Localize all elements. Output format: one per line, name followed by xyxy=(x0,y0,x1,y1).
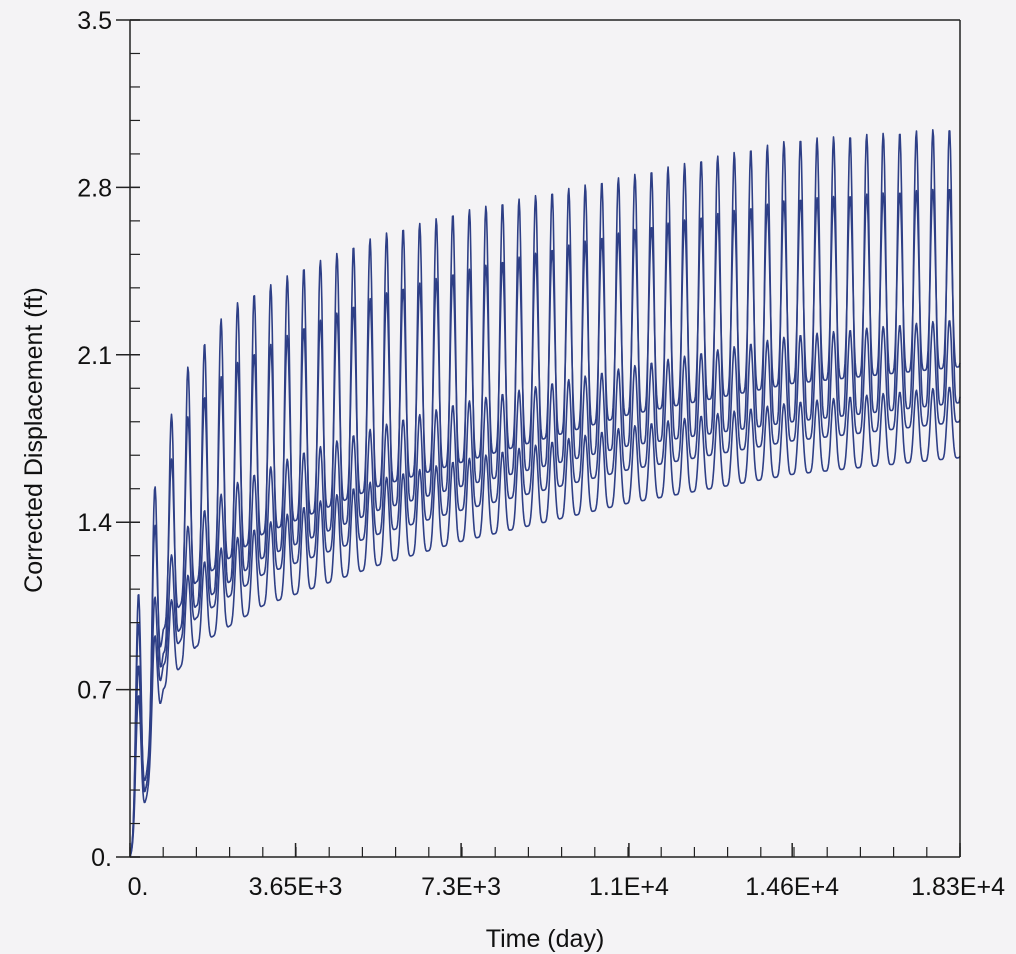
x-tick-label: 1.46E+4 xyxy=(745,873,839,901)
x-tick-label: 7.3E+3 xyxy=(421,873,501,901)
y-tick-label: 2.1 xyxy=(77,342,112,370)
series-line-3 xyxy=(129,320,961,858)
x-tick-label: 1.1E+4 xyxy=(589,873,669,901)
y-tick-label: 2.8 xyxy=(77,174,112,202)
y-tick-label: 1.4 xyxy=(77,509,112,537)
x-tick-label: 3.65E+3 xyxy=(249,873,343,901)
x-axis-title: Time (day) xyxy=(486,925,605,953)
plot-area xyxy=(129,129,961,858)
axes: 0. 0.7 1.4 2.1 2.8 3.5 0. 3.65E+3 7.3E+3 1.1E+4 1.… xyxy=(77,7,1005,901)
y-axis-title: Corrected Displacement (ft) xyxy=(20,287,48,593)
series-line-2 xyxy=(129,188,961,858)
x-tick-label: 0. xyxy=(128,873,149,901)
series-line-4 xyxy=(129,386,961,858)
y-tick-label: 0.7 xyxy=(77,677,112,705)
y-tick-label: 3.5 xyxy=(77,7,112,35)
x-tick-label: 1.83E+4 xyxy=(911,873,1005,901)
y-tick-label: 0. xyxy=(91,844,112,872)
